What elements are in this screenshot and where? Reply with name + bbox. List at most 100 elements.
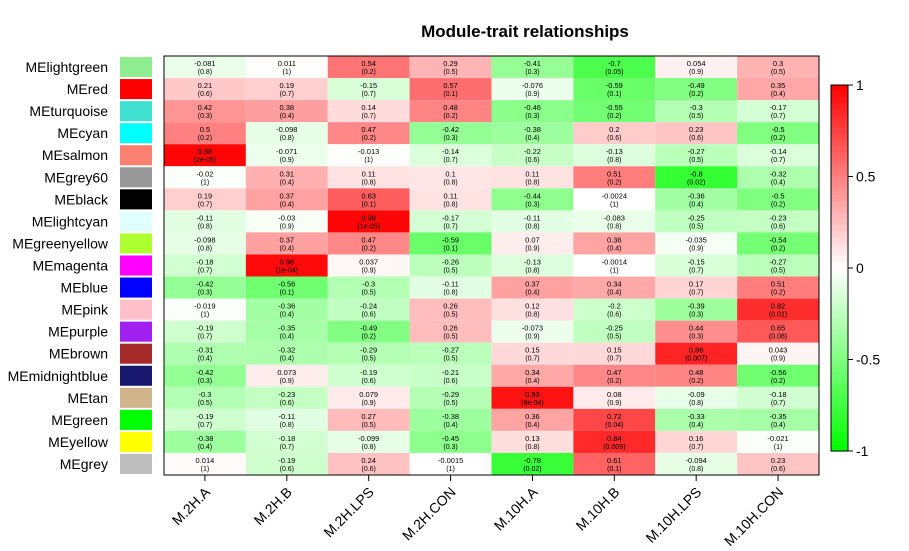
legend-gradient-step: [831, 402, 848, 409]
legend-gradient-step: [831, 414, 848, 422]
legend-gradient-step: [831, 188, 848, 196]
legend-gradient-step: [831, 139, 848, 147]
cell-pvalue: (0.5): [771, 69, 785, 76]
cell-pvalue: (0.2): [771, 135, 785, 142]
cell-pvalue: (0.8): [361, 444, 375, 451]
heatmap-cell: [409, 408, 492, 431]
heatmap-cell: [409, 78, 492, 101]
cell-correlation: 0.38: [280, 103, 295, 112]
heatmap-cell: [737, 386, 819, 409]
cell-pvalue: (0.9): [689, 69, 703, 76]
cell-correlation: -0.15: [688, 258, 705, 267]
cell-correlation: 0.21: [198, 81, 213, 90]
legend-gradient-step: [831, 255, 848, 263]
heatmap-cell: [245, 452, 328, 475]
cell-correlation: -0.36: [278, 302, 295, 311]
heatmap-cell: [409, 452, 492, 475]
cell-correlation: -0.021: [767, 434, 788, 443]
heatmap-cell: [655, 386, 738, 409]
heatmap-cell: [491, 254, 574, 277]
heatmap-cell: [409, 298, 492, 321]
cell-pvalue: (0.4): [198, 444, 212, 451]
column-label: M.10H.CON: [721, 484, 786, 549]
cell-correlation: -0.42: [196, 280, 213, 289]
cell-correlation: 0.82: [771, 302, 786, 311]
heatmap-cell: [164, 276, 246, 299]
module-swatch: [120, 431, 152, 452]
cell-pvalue: (0.5): [198, 400, 212, 407]
cell-correlation: -0.21: [442, 368, 459, 377]
cell-correlation: 0.57: [443, 81, 458, 90]
cell-correlation: 0.07: [525, 235, 540, 244]
cell-correlation: -0.19: [196, 412, 213, 421]
cell-pvalue: (0.9): [280, 223, 294, 230]
cell-correlation: 0.44: [689, 324, 704, 333]
cell-correlation: 0.37: [280, 235, 295, 244]
cell-correlation: -0.8: [690, 169, 703, 178]
heatmap-cell: [573, 276, 656, 299]
cell-pvalue: (0.7): [198, 268, 212, 275]
heatmap-cell: [491, 342, 574, 365]
cell-correlation: -0.25: [606, 324, 623, 333]
cell-pvalue: (0.8): [689, 400, 703, 407]
cell-pvalue: (0.2): [771, 290, 785, 297]
heatmap-cell: [573, 408, 656, 431]
cell-pvalue: (0.2): [771, 378, 785, 385]
cell-pvalue: (0.5): [443, 312, 457, 319]
cell-correlation: 0.34: [525, 368, 540, 377]
cell-pvalue: (0.2): [607, 179, 621, 186]
heatmap-cell: [655, 232, 738, 255]
cell-pvalue: (0.2): [771, 201, 785, 208]
heatmap-cell: [327, 144, 410, 167]
cell-pvalue: (1): [364, 157, 373, 164]
cell-pvalue: (0.9): [361, 400, 375, 407]
cell-correlation: -0.78: [524, 456, 541, 465]
cell-pvalue: (0.6): [280, 400, 294, 407]
heatmap-cell: [164, 166, 246, 189]
cell-pvalue: (0.5): [689, 113, 703, 120]
cell-pvalue: (0.4): [771, 422, 785, 429]
cell-correlation: -0.3: [362, 280, 375, 289]
column-label: M.2H.LPS: [320, 484, 376, 540]
heatmap-cell: [245, 210, 328, 233]
cell-pvalue: (0.6): [280, 466, 294, 473]
cell-correlation: 0.98: [361, 213, 376, 222]
heatmap-cell: [655, 298, 738, 321]
legend-gradient-step: [831, 316, 848, 324]
heatmap-cell: [327, 56, 410, 79]
cell-correlation: 0.47: [361, 235, 376, 244]
heatmap-cell: [164, 320, 246, 343]
cell-correlation: -0.2: [608, 302, 621, 311]
module-swatch: [120, 277, 152, 298]
cell-correlation: 0.17: [689, 280, 704, 289]
cell-pvalue: (0.2): [443, 113, 457, 120]
heatmap-cell: [164, 364, 246, 387]
cell-correlation: 0.86: [689, 346, 704, 355]
module-swatch: [120, 57, 152, 78]
legend-gradient-step: [831, 365, 848, 373]
legend-gradient-step: [831, 170, 848, 178]
legend-gradient-step: [831, 231, 848, 239]
heatmap-cell: [245, 122, 328, 145]
cell-pvalue: (0.2): [771, 245, 785, 252]
module-swatch: [120, 409, 152, 430]
cell-correlation: -0.11: [279, 412, 296, 421]
cell-correlation: -0.098: [276, 125, 297, 134]
cell-pvalue: (0.01): [769, 312, 787, 319]
heatmap-cell: [573, 166, 656, 189]
cell-pvalue: (0.8): [198, 245, 212, 252]
heatmap-cell: [737, 342, 819, 365]
cell-pvalue: (0.3): [198, 378, 212, 385]
legend-gradient-step: [831, 280, 848, 287]
cell-correlation: 0.47: [607, 368, 622, 377]
heatmap-cell: [655, 100, 738, 123]
cell-pvalue: (1): [610, 268, 619, 275]
heatmap-cell: [164, 56, 246, 79]
cell-correlation: 0.36: [607, 235, 622, 244]
heatmap-cell: [491, 430, 574, 453]
row-label: MEpink: [61, 302, 109, 318]
legend-tick-label: -1: [856, 443, 869, 459]
module-swatch: [120, 101, 152, 122]
cell-correlation: 0.34: [607, 280, 622, 289]
cell-correlation: -0.14: [770, 147, 787, 156]
